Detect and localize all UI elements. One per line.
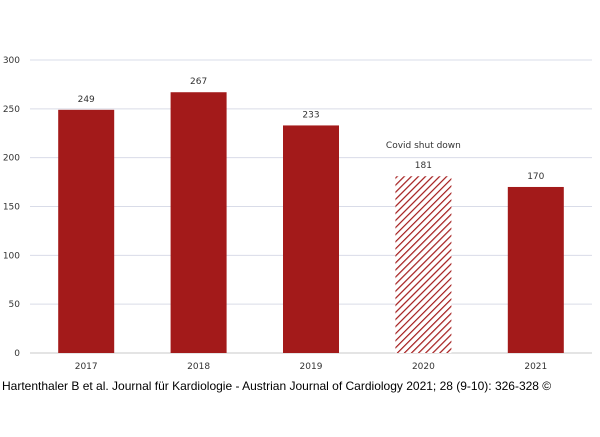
y-tick-label: 200 — [3, 154, 20, 164]
y-tick-label: 50 — [9, 300, 21, 310]
bar-2021 — [507, 186, 564, 353]
y-tick-label: 150 — [3, 203, 20, 213]
bar-2017 — [58, 109, 115, 353]
data-labels: 249 267 233 181 170 — [78, 77, 545, 182]
data-label-2021: 170 — [527, 172, 544, 182]
citation-caption: Hartenthaler B et al. Journal für Kardio… — [2, 379, 552, 393]
bar-2018 — [170, 92, 227, 353]
y-axis-ticks: 0 50 100 150 200 250 300 — [3, 56, 20, 359]
x-tick-label: 2020 — [412, 362, 435, 372]
y-tick-label: 0 — [14, 349, 20, 359]
y-tick-label: 300 — [3, 56, 20, 66]
x-tick-label: 2019 — [300, 362, 323, 372]
data-label-2018: 267 — [190, 77, 207, 87]
y-tick-label: 100 — [3, 251, 20, 261]
bars — [58, 92, 564, 353]
data-label-2019: 233 — [302, 110, 319, 120]
bar-2020 — [395, 176, 452, 353]
data-label-2020: 181 — [415, 161, 432, 171]
x-axis-ticks: 2017 2018 2019 2020 2021 — [75, 362, 548, 372]
data-label-2017: 249 — [78, 95, 95, 105]
x-tick-label: 2017 — [75, 362, 98, 372]
covid-annotation: Covid shut down — [386, 141, 461, 151]
x-tick-label: 2021 — [524, 362, 547, 372]
bar-2019 — [283, 125, 339, 353]
x-tick-label: 2018 — [187, 362, 210, 372]
y-tick-label: 250 — [3, 105, 20, 115]
